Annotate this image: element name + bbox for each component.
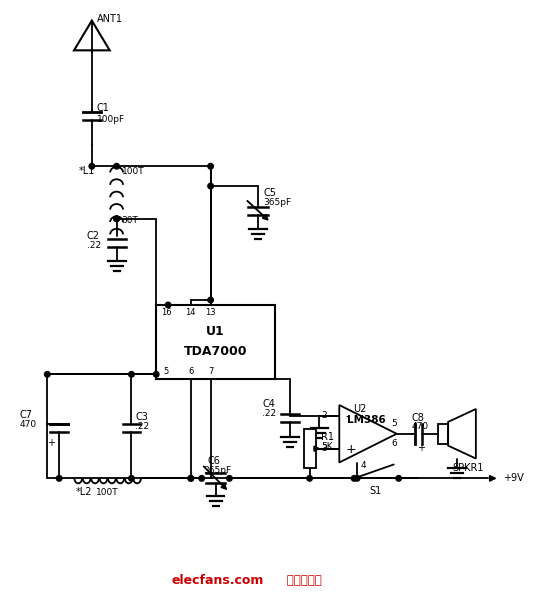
Circle shape xyxy=(188,476,194,481)
Text: C4: C4 xyxy=(262,399,275,409)
Text: 5K: 5K xyxy=(321,442,333,451)
Text: .22: .22 xyxy=(262,409,276,418)
Text: 6: 6 xyxy=(188,367,193,376)
Bar xyxy=(156,305,275,379)
Text: 100T: 100T xyxy=(96,488,118,497)
Text: +: + xyxy=(345,443,356,456)
Text: 470: 470 xyxy=(19,420,37,429)
Text: U1: U1 xyxy=(206,325,225,338)
Text: *L2: *L2 xyxy=(76,487,92,497)
Text: 6: 6 xyxy=(392,439,397,448)
Circle shape xyxy=(352,476,357,481)
Circle shape xyxy=(56,476,62,481)
Text: 16: 16 xyxy=(161,308,171,317)
Circle shape xyxy=(129,476,134,481)
Text: 5: 5 xyxy=(392,419,397,428)
Text: SPKR1: SPKR1 xyxy=(452,464,484,473)
Circle shape xyxy=(354,476,360,481)
Text: R1: R1 xyxy=(321,432,334,442)
Text: 100pF: 100pF xyxy=(97,115,125,124)
Text: 7: 7 xyxy=(208,367,213,376)
Circle shape xyxy=(44,371,50,377)
Text: *L1: *L1 xyxy=(79,166,96,176)
Text: 2: 2 xyxy=(322,411,327,420)
Circle shape xyxy=(208,163,213,169)
Circle shape xyxy=(114,163,119,169)
Circle shape xyxy=(129,371,134,377)
Circle shape xyxy=(199,476,205,481)
Text: 13: 13 xyxy=(205,308,216,317)
Text: C3: C3 xyxy=(136,412,148,422)
Circle shape xyxy=(114,216,119,221)
Circle shape xyxy=(396,476,401,481)
Text: 100T: 100T xyxy=(122,166,144,175)
Bar xyxy=(438,424,448,444)
Text: 365pF: 365pF xyxy=(204,466,232,475)
Circle shape xyxy=(165,302,171,308)
Circle shape xyxy=(114,216,119,221)
Text: .22: .22 xyxy=(87,241,101,250)
Text: C6: C6 xyxy=(208,455,220,466)
Text: C2: C2 xyxy=(87,230,100,241)
Bar xyxy=(303,429,315,469)
Text: ANT1: ANT1 xyxy=(97,14,123,24)
Text: +: + xyxy=(48,438,55,447)
Text: 电子发烧友: 电子发烧友 xyxy=(283,574,322,587)
Text: S1: S1 xyxy=(369,486,381,496)
Text: -: - xyxy=(345,411,350,423)
Circle shape xyxy=(89,163,94,169)
Text: 5: 5 xyxy=(164,367,168,376)
Text: +9V: +9V xyxy=(503,473,523,484)
Text: U2: U2 xyxy=(353,404,367,414)
Text: C5: C5 xyxy=(263,188,276,198)
Text: .22: .22 xyxy=(136,422,150,431)
Text: 365pF: 365pF xyxy=(263,198,291,207)
Circle shape xyxy=(227,476,232,481)
Text: C7: C7 xyxy=(19,410,32,420)
Circle shape xyxy=(208,297,213,303)
Circle shape xyxy=(188,476,194,481)
Text: elecfans.com: elecfans.com xyxy=(171,574,264,587)
Circle shape xyxy=(208,183,213,189)
Text: +: + xyxy=(417,443,426,453)
Text: 4: 4 xyxy=(360,461,366,470)
Text: C1: C1 xyxy=(97,103,110,113)
Text: 30T: 30T xyxy=(122,216,138,226)
Text: LM386: LM386 xyxy=(347,415,386,425)
Text: 14: 14 xyxy=(186,308,196,317)
Text: 3: 3 xyxy=(322,444,327,453)
Text: 470: 470 xyxy=(411,422,429,431)
Circle shape xyxy=(307,476,312,481)
Text: TDA7000: TDA7000 xyxy=(184,345,247,358)
Text: C8: C8 xyxy=(411,413,424,423)
Polygon shape xyxy=(339,405,397,463)
Circle shape xyxy=(153,371,159,377)
